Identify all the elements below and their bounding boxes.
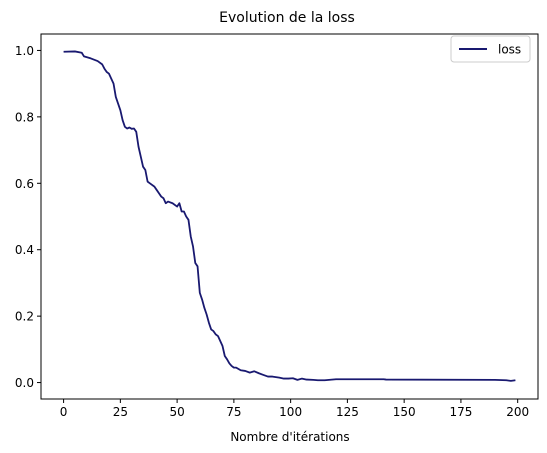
x-axis-label: Nombre d'itérations	[230, 430, 349, 444]
y-tick-label: 0.2	[15, 310, 34, 324]
x-tick-label: 175	[449, 405, 472, 419]
x-tick-label: 200	[506, 405, 529, 419]
y-tick-label: 1.0	[15, 44, 34, 58]
y-tick-label: 0.6	[15, 177, 34, 191]
chart-title: Evolution de la loss	[219, 10, 355, 26]
x-tick-label: 25	[113, 405, 128, 419]
x-tick-label: 150	[393, 405, 416, 419]
axes-frame	[40, 33, 539, 400]
x-tick-label: 0	[60, 405, 68, 419]
y-tick-label: 0.0	[15, 376, 34, 390]
x-tick-label: 50	[169, 405, 184, 419]
legend-label-loss: loss	[498, 43, 521, 57]
x-tick-label: 75	[226, 405, 241, 419]
y-tick-label: 0.4	[15, 243, 34, 257]
y-tick-label: 0.8	[15, 110, 34, 124]
x-tick-label: 100	[279, 405, 302, 419]
legend-box	[450, 35, 531, 63]
series-line-loss	[63, 50, 516, 382]
legend: loss	[450, 35, 531, 63]
plot-area: 0 25 50 75 100 125 150 175 200 0.0 0.2 0.4 0.6 0.8 1.0	[15, 33, 539, 419]
x-tick-label: 125	[336, 405, 359, 419]
